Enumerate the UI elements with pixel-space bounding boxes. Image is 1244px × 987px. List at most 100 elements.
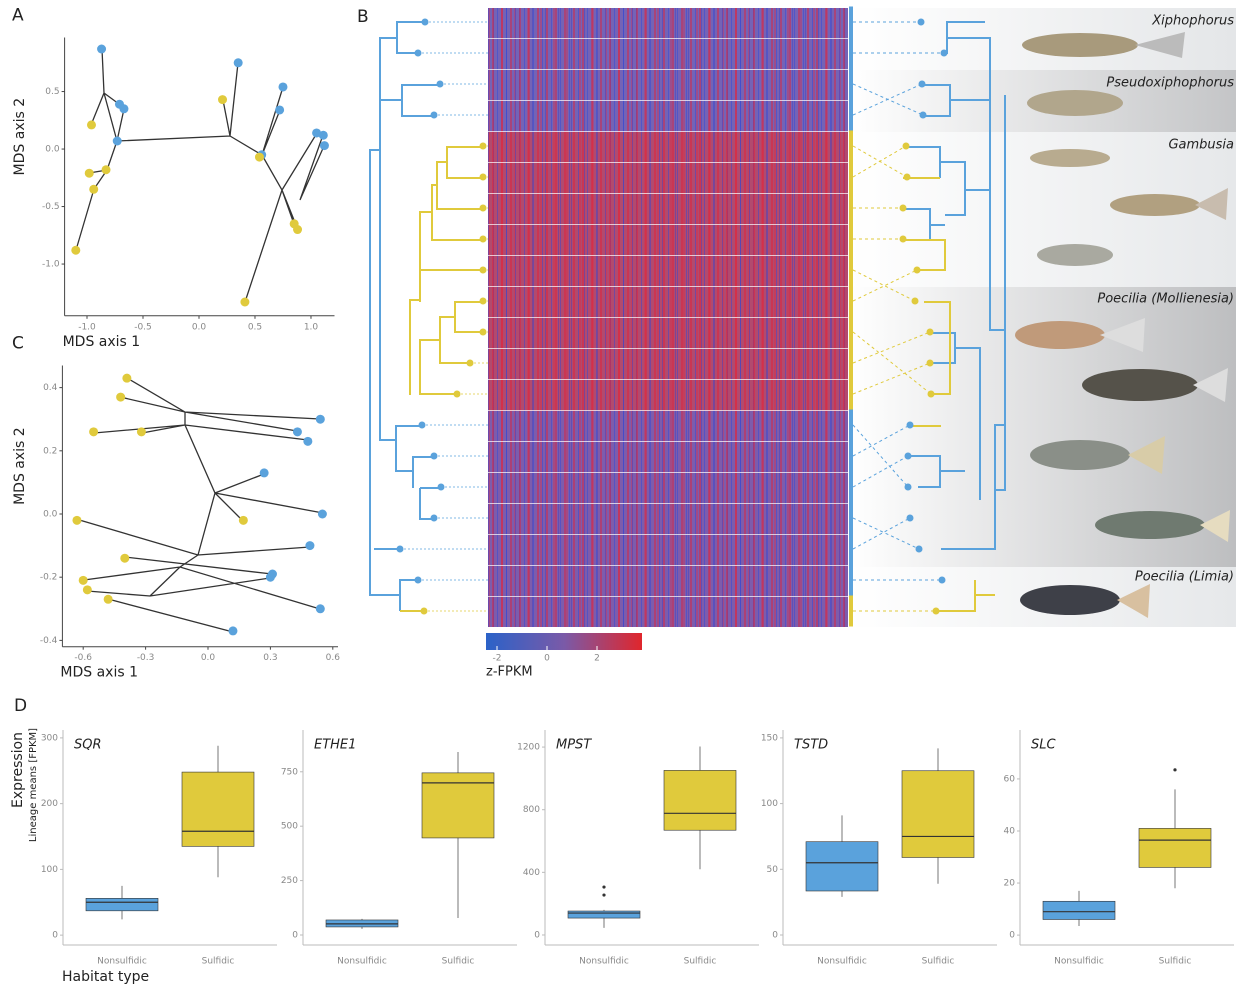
y-tick-label: 800 (523, 805, 540, 815)
y-tick-label: 50 (767, 865, 779, 875)
y-tick-label: 1200 (517, 743, 540, 753)
y-tick-label: -0.4 (40, 636, 58, 646)
x-tick-label: Sulfidic (202, 957, 235, 967)
row-link (853, 518, 919, 549)
point (293, 225, 302, 234)
clade-label: Pseudoxiphophorus (1106, 76, 1234, 91)
row-strip (849, 255, 853, 286)
x-tick-label: Nonsulfidic (337, 957, 387, 967)
point (293, 427, 302, 436)
point (240, 298, 249, 307)
tip (467, 360, 474, 367)
x-tick-label: 0.3 (263, 653, 277, 663)
x-tick-label: Sulfidic (442, 957, 475, 967)
point (79, 576, 88, 585)
tip (914, 267, 921, 274)
row-strip (849, 69, 853, 100)
tip (907, 515, 914, 522)
tip (419, 422, 426, 429)
colorbar-label: z-FPKM (486, 665, 533, 680)
point (83, 585, 92, 594)
x-tick-label: Nonsulfidic (817, 957, 867, 967)
x-tick-label: 0.0 (192, 322, 207, 332)
point (320, 141, 329, 150)
tip (431, 515, 438, 522)
y-tick-label: 250 (281, 876, 298, 886)
tip (431, 112, 438, 119)
box (902, 771, 974, 858)
tip (422, 19, 429, 26)
point (116, 393, 125, 402)
point (119, 104, 128, 113)
tip (415, 50, 422, 57)
panel-label: B (357, 7, 369, 27)
box (664, 770, 736, 830)
y-tick-label: 0 (292, 930, 298, 940)
chart: -1.0-0.50.00.51.0-1.0-0.50.00.5MDS axis … (0, 0, 1244, 987)
x-tick-label: Nonsulfidic (97, 957, 147, 967)
colorbar-tick-label: 0 (544, 654, 550, 664)
point (89, 185, 98, 194)
point (319, 131, 328, 140)
y-axis-label: MDS axis 2 (12, 427, 28, 505)
x-tick-label: Sulfidic (684, 957, 717, 967)
box (806, 842, 878, 891)
point (318, 509, 327, 518)
point (218, 95, 227, 104)
y-tick-label: 0.0 (43, 509, 58, 519)
tip (939, 577, 946, 584)
box (182, 772, 254, 846)
tip (912, 298, 919, 305)
panel-label: D (14, 696, 27, 716)
point (255, 153, 264, 162)
panel-title: TSTD (794, 738, 828, 753)
row-link (853, 332, 931, 394)
y-tick-label: 0 (534, 930, 540, 940)
y-tick-label: 100 (761, 799, 778, 809)
y-tick-label: 500 (281, 822, 298, 832)
tip (415, 577, 422, 584)
row-strip (849, 224, 853, 255)
tip (933, 608, 940, 615)
point (316, 415, 325, 424)
tip (905, 453, 912, 460)
tip (920, 112, 927, 119)
row-link (853, 332, 930, 363)
x-tick-label: 0.6 (326, 653, 341, 663)
row-link (853, 270, 917, 301)
tip (916, 546, 923, 553)
point (275, 105, 284, 114)
point (102, 165, 111, 174)
tip (480, 236, 487, 243)
x-tick-label: Sulfidic (1159, 957, 1192, 967)
outlier (602, 893, 605, 896)
row-link (853, 84, 922, 115)
x-tick-label: Nonsulfidic (579, 957, 629, 967)
point (260, 468, 269, 477)
y-tick-label: 750 (281, 767, 298, 777)
point (120, 554, 129, 563)
tip (480, 298, 487, 305)
point (122, 374, 131, 383)
y-tick-label: 100 (41, 865, 58, 875)
x-tick-label: Sulfidic (922, 957, 955, 967)
row-link (853, 363, 930, 394)
row-link (853, 456, 908, 487)
panel-label: A (12, 6, 24, 26)
tip (480, 267, 487, 274)
y-axis-sublabel: Lineage means [FPKM] (28, 728, 39, 842)
y-tick-label: 0.5 (45, 87, 59, 97)
row-strip (849, 38, 853, 69)
tip (480, 329, 487, 336)
row-strip (849, 162, 853, 193)
row-strip (849, 379, 853, 410)
row-strip (849, 286, 853, 317)
point (72, 516, 81, 525)
point (85, 169, 94, 178)
row-strip (849, 565, 853, 596)
x-tick-label: 1.0 (304, 322, 319, 332)
tip (927, 329, 934, 336)
row-strip (849, 100, 853, 131)
x-tick-label: -0.6 (74, 653, 92, 663)
panel-title: SLC (1031, 738, 1056, 753)
